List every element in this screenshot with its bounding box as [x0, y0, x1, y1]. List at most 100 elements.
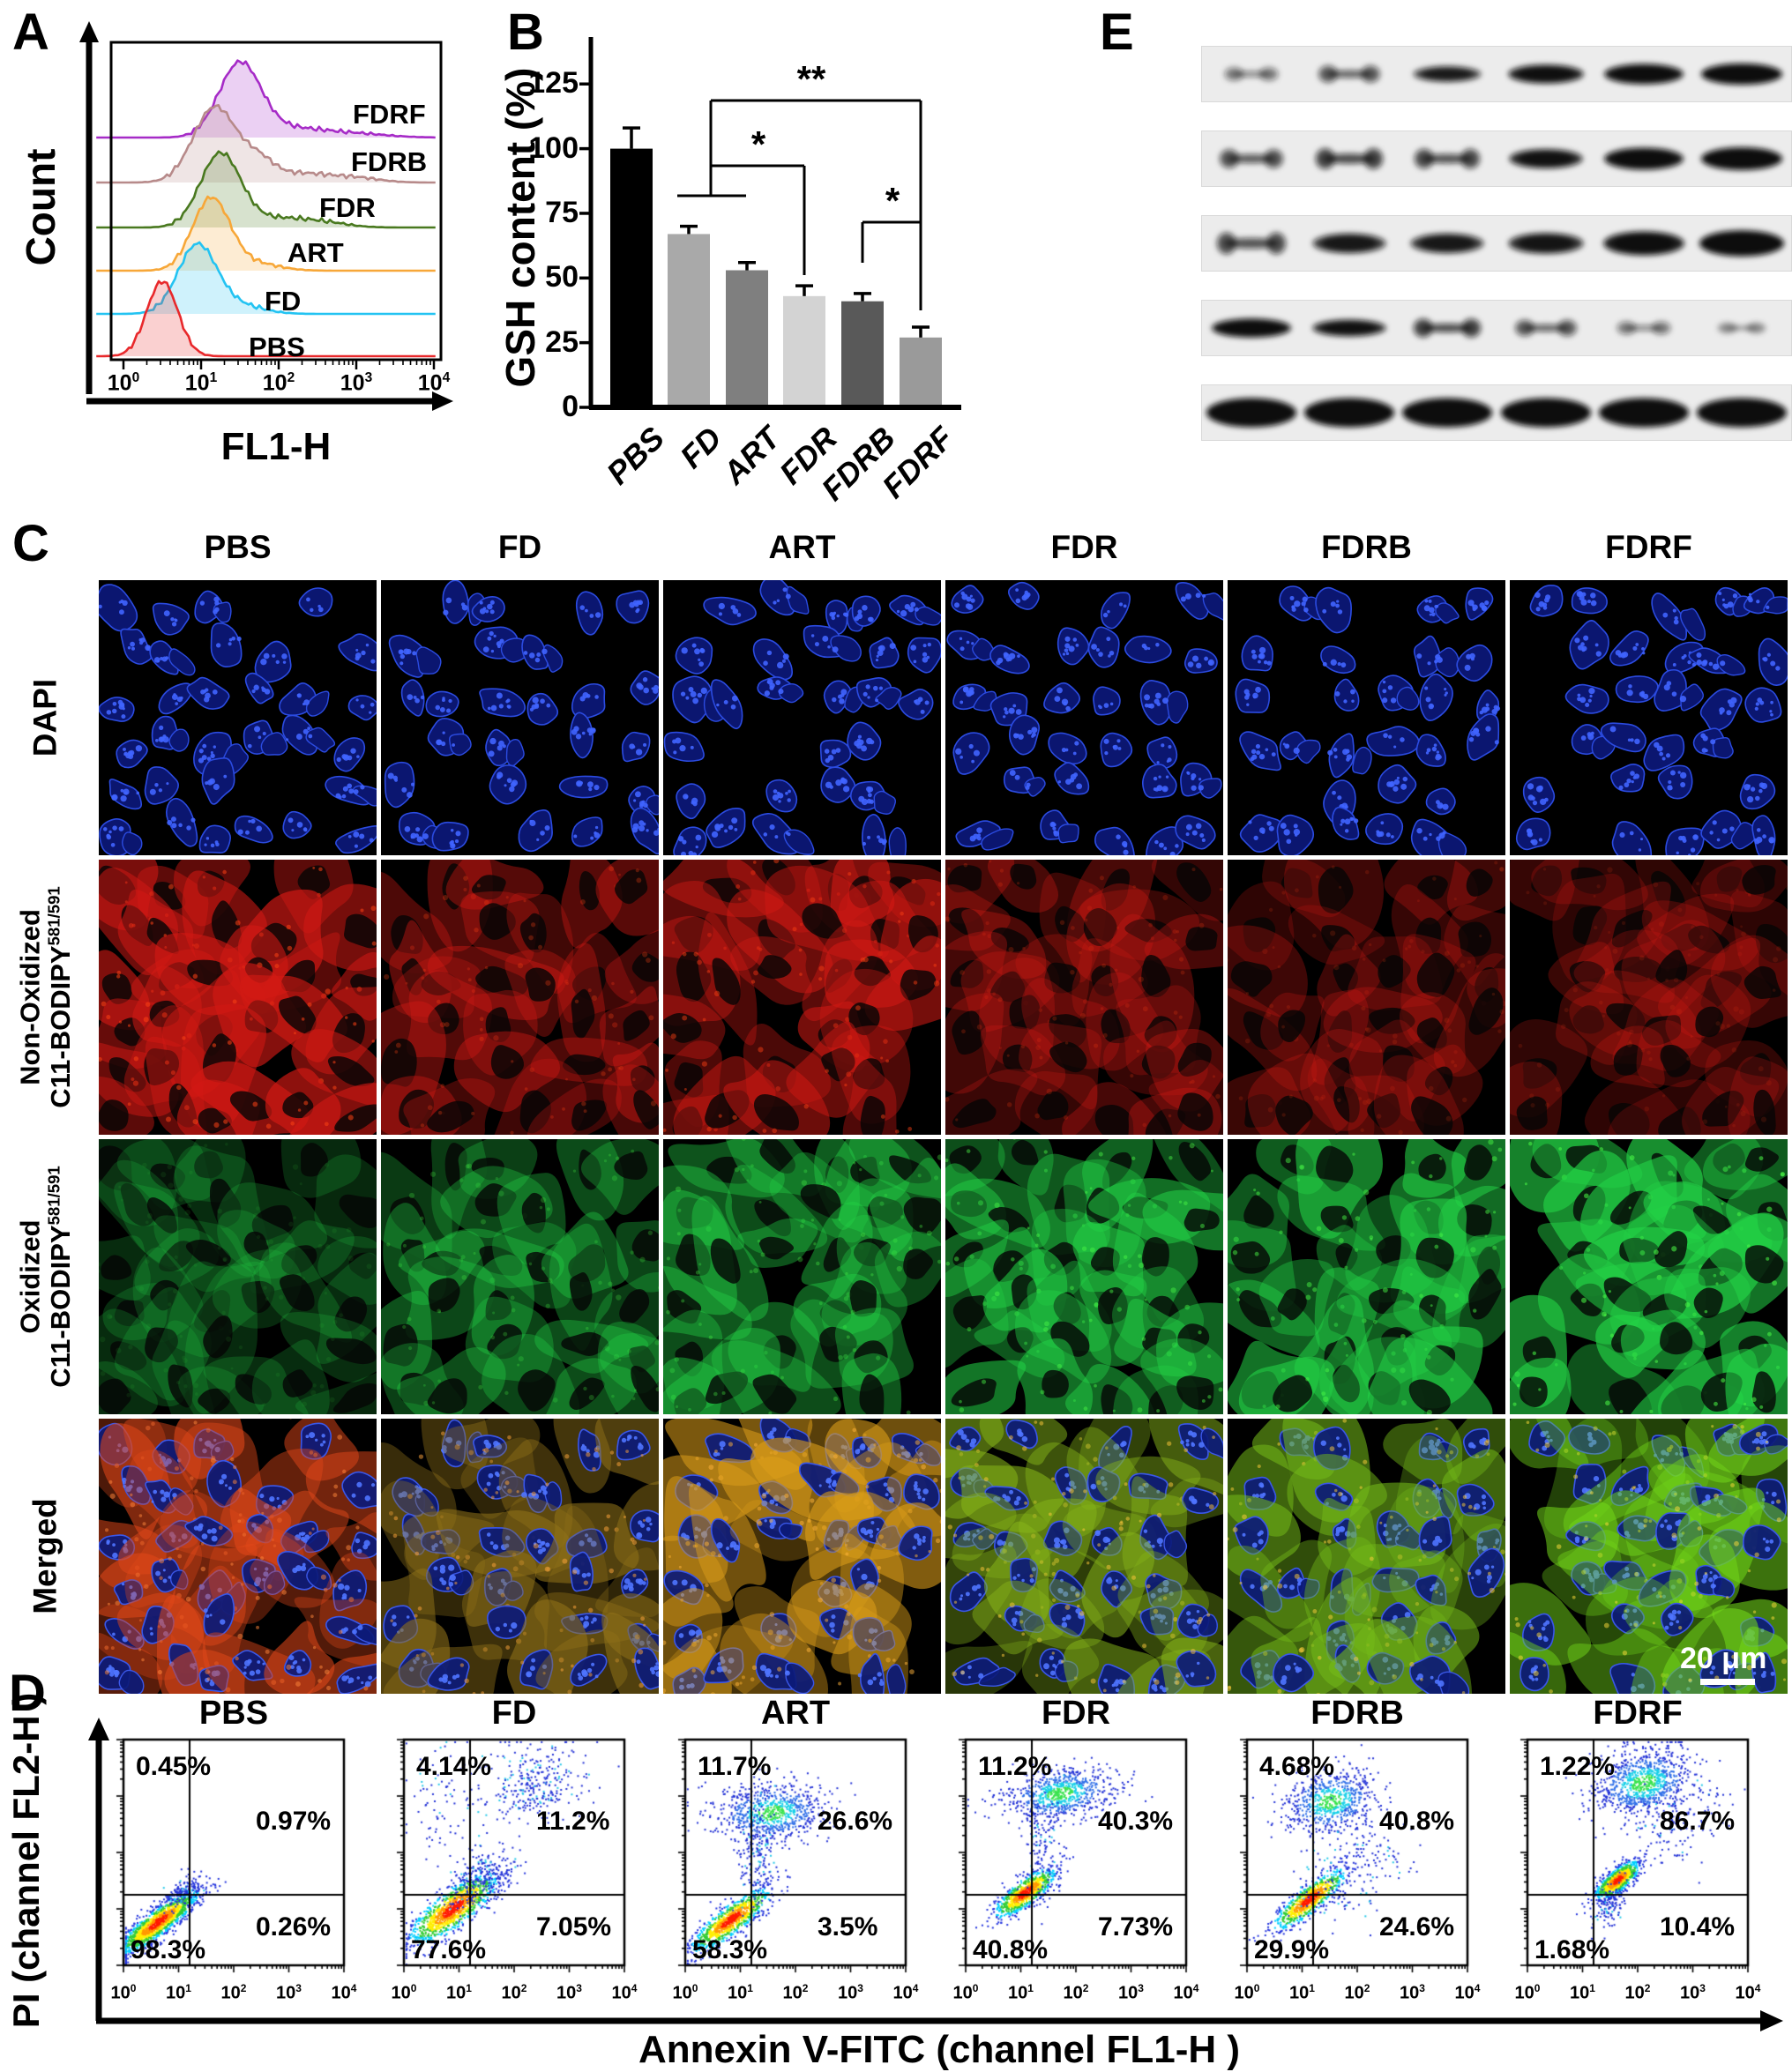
- scatter-plot-canvas-fdrb: [1236, 1738, 1480, 1976]
- quadrant-percentage-ll: 29.9%: [1254, 1935, 1330, 1964]
- quadrant-percentage-ll: 77.6%: [411, 1935, 487, 1964]
- axis-tick-label: 102: [220, 1982, 247, 2003]
- svg-text:*: *: [885, 180, 900, 221]
- panel-d-xlabel: Annexin V-FITC (channel FL1-H ): [638, 2028, 1241, 2071]
- microscopy-image-ox-fdr: [945, 1139, 1223, 1414]
- scale-bar: [1700, 1679, 1755, 1685]
- axis-tick-label: 104: [331, 1982, 357, 2003]
- microscopy-image-ox-fdrb: [1228, 1139, 1505, 1414]
- microscopy-column-header: PBS: [204, 529, 272, 565]
- scatter-plot-canvas-pbs: [113, 1738, 356, 1976]
- blot-bands: [1220, 147, 1782, 170]
- scale-bar-label: 20 μm: [1680, 1642, 1767, 1675]
- axis-tick-label: 100: [672, 1982, 698, 2003]
- axis-tick-label: 102: [782, 1982, 809, 2003]
- panel-d-label: D: [9, 1665, 46, 1722]
- quadrant-percentage-ur: 40.3%: [1098, 1807, 1174, 1836]
- microscopy-column-header: FDRB: [1321, 529, 1412, 565]
- microscopy-image-merged-fdrf: [1510, 1419, 1788, 1694]
- axis-tick-label tick: 104: [417, 370, 451, 396]
- axis-tick-label: 103: [1400, 1982, 1425, 2003]
- axis-tick-label: 100: [528, 130, 579, 165]
- scatter-plot-title: ART: [760, 1695, 831, 1732]
- quadrant-percentage-ll: 98.3%: [131, 1935, 206, 1964]
- microscopy-image-nonox-art: [663, 860, 941, 1135]
- axis-tick-label: 100: [952, 1982, 979, 2003]
- axis-tick-label: 100: [391, 1982, 417, 2003]
- quadrant-percentage-lr: 24.6%: [1379, 1912, 1455, 1942]
- panel-b-bar-chart: ****: [579, 37, 961, 410]
- quadrant-percentage-ur: 40.8%: [1379, 1807, 1455, 1836]
- microscopy-image-merged-pbs: [99, 1419, 377, 1694]
- category-label rot45: ART: [715, 420, 787, 491]
- microscopy-column-header: FDR: [1050, 529, 1118, 565]
- panel-d-axis-arrows: [88, 1718, 1783, 2031]
- axis-tick-label: 100: [1234, 1982, 1260, 2003]
- axis-tick-label: 103: [1680, 1982, 1706, 2003]
- blot-strip: [1201, 384, 1792, 441]
- scatter-plot-title: PBS: [198, 1695, 269, 1732]
- microscopy-column-header: FDRF: [1605, 529, 1692, 565]
- microscopy-image-merged-fdr: [945, 1419, 1223, 1694]
- axis-tick-label: 101: [1570, 1982, 1595, 2003]
- axis-tick-label: 103: [838, 1982, 863, 2003]
- axis-tick-label: 25: [545, 324, 579, 359]
- axis-tick-label: 50: [545, 260, 579, 294]
- microscopy-image-nonox-fdr: [945, 860, 1223, 1135]
- axis-tick-label tick: 100: [107, 370, 140, 396]
- microscopy-image-ox-pbs: [99, 1139, 377, 1414]
- microscopy-row-label: Non-Oxidized C11-BODIPY581/591: [14, 886, 77, 1108]
- scatter-plot-canvas-fdrf: [1517, 1738, 1760, 1976]
- microscopy-image-ox-art: [663, 1139, 941, 1414]
- axis-tick-label: 102: [501, 1982, 527, 2003]
- quadrant-percentage-ur: 11.2%: [536, 1807, 610, 1836]
- panel-b-label: B: [507, 4, 544, 61]
- scatter-plot-title: FDR: [1041, 1695, 1111, 1732]
- axis-tick-label: 101: [1008, 1982, 1034, 2003]
- microscopy-image-dapi-fdrb: [1228, 580, 1505, 855]
- panel-a-label: A: [12, 4, 49, 61]
- axis-tick-label: 104: [611, 1982, 638, 2003]
- quadrant-percentage-lr: 3.5%: [818, 1912, 878, 1942]
- quadrant-percentage-lr: 7.05%: [536, 1912, 612, 1942]
- quadrant-percentage-ur: 0.97%: [256, 1807, 332, 1836]
- microscopy-row-label: Oxidized C11-BODIPY581/591: [14, 1166, 77, 1388]
- microscopy-image-dapi-fd: [381, 580, 659, 855]
- panel-a-xlabel: FL1-H: [220, 425, 332, 468]
- blot-strip: [1201, 215, 1792, 272]
- microscopy-image-ox-fdrf: [1510, 1139, 1788, 1414]
- blot-strip: [1201, 46, 1792, 102]
- axis-tick-label: 0: [562, 390, 579, 423]
- quadrant-percentage-lr: 7.73%: [1098, 1912, 1174, 1942]
- axis-tick-label: 102: [1344, 1982, 1370, 2003]
- microscopy-image-dapi-fdr: [945, 580, 1223, 855]
- axis-tick-label: 101: [1289, 1982, 1315, 2003]
- microscopy-image-dapi-fdrf: [1510, 580, 1788, 855]
- microscopy-image-nonox-fd: [381, 860, 659, 1135]
- axis-tick-label: 100: [110, 1982, 137, 2003]
- axis-tick-label: 104: [1735, 1982, 1761, 2003]
- quadrant-percentage-ul: 0.45%: [136, 1752, 212, 1781]
- microscopy-image-nonox-fdrb: [1228, 860, 1505, 1135]
- microscopy-row-label: Merged: [26, 1498, 63, 1614]
- axis-tick-label: 101: [728, 1982, 753, 2003]
- quadrant-percentage-ll: 1.68%: [1534, 1935, 1610, 1964]
- microscopy-image-nonox-pbs: [99, 860, 377, 1135]
- scatter-plot-title: FD: [491, 1695, 537, 1732]
- axis-tick-label: 125: [528, 66, 579, 101]
- panel-b-category-labels: PBS FD ART FDR FDRB FDRF: [494, 0, 1094, 529]
- blot-bands: [1224, 63, 1782, 85]
- blot-lane-label: FDRF: [0, 450, 6, 535]
- quadrant-percentage-ul: 4.68%: [1259, 1752, 1335, 1781]
- axis-tick-label: 103: [556, 1982, 582, 2003]
- quadrant-percentage-ul: 1.22%: [1540, 1752, 1616, 1781]
- axis-tick-label: 104: [1173, 1982, 1199, 2003]
- axis-tick-label: 100: [1514, 1982, 1541, 2003]
- panel-a-x-ticks: 100 101 102 103 104: [0, 0, 494, 414]
- axis-tick-label: 103: [1118, 1982, 1144, 2003]
- microscopy-image-nonox-fdrf: [1510, 860, 1788, 1135]
- panel-a-histogram-plot: [79, 21, 453, 411]
- blot-strip: [1201, 130, 1792, 187]
- axis-tick-label: 104: [892, 1982, 919, 2003]
- microscopy-row-label: DAPI: [26, 678, 63, 757]
